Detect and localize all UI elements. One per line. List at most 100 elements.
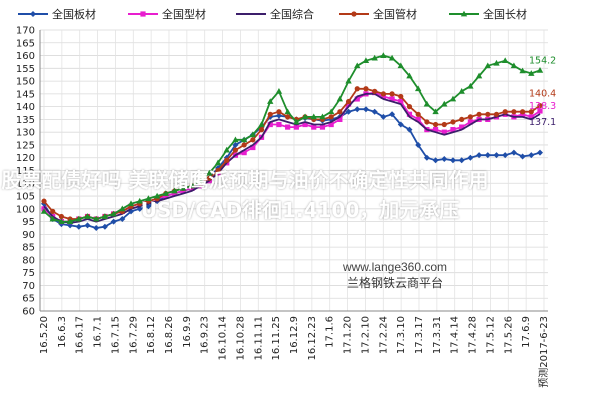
data-point — [319, 124, 326, 130]
data-point — [371, 54, 378, 61]
data-point — [224, 157, 230, 163]
x-tick-label: 17.5.26 — [503, 316, 514, 354]
data-point — [519, 109, 526, 115]
data-point — [449, 157, 456, 164]
x-tick-label: 16.5.20 — [39, 316, 50, 354]
data-point — [310, 113, 317, 120]
data-point — [493, 111, 500, 117]
data-point — [293, 124, 299, 130]
data-point — [484, 152, 491, 159]
headline-overlay: 股票配债好吗 美联储鹰派预期与油价不确定性共同作用 USD/CAD徘徊1.410… — [0, 165, 600, 225]
data-point — [475, 72, 483, 79]
data-point — [398, 93, 404, 100]
data-point — [232, 141, 239, 148]
y-tick-label: 165 — [16, 38, 35, 49]
data-point — [423, 154, 430, 161]
data-point — [476, 111, 482, 117]
data-point — [250, 137, 256, 143]
y-tick-label: 85 — [22, 243, 35, 254]
data-point — [84, 213, 91, 219]
data-point — [258, 127, 265, 133]
data-point — [302, 121, 308, 128]
data-point — [510, 62, 518, 69]
data-point — [389, 111, 396, 118]
data-point — [380, 91, 386, 97]
data-point — [467, 119, 473, 125]
y-tick-label: 130 — [16, 128, 35, 139]
legend-label: 全国综合 — [270, 7, 314, 21]
data-point — [119, 205, 126, 212]
x-tick-label: 17.3.10 — [396, 316, 407, 354]
y-tick-label: 170 — [16, 26, 35, 37]
x-tick-label: 17.1.20 — [343, 316, 354, 354]
data-point — [406, 72, 413, 79]
data-point — [476, 152, 483, 159]
data-point — [162, 190, 170, 196]
series-2 — [43, 93, 541, 224]
data-point — [380, 52, 387, 58]
data-point — [397, 121, 404, 128]
data-point — [328, 121, 334, 128]
x-tick-label: 17.5.12 — [485, 316, 496, 354]
data-point — [406, 104, 413, 110]
data-point — [258, 121, 265, 127]
data-point — [467, 82, 474, 89]
series-4 — [40, 52, 544, 224]
data-point — [267, 98, 274, 104]
data-point — [267, 121, 273, 128]
data-point — [371, 108, 378, 115]
y-tick-label: 125 — [16, 140, 35, 151]
data-point — [241, 142, 247, 148]
data-point — [467, 154, 474, 161]
data-point — [285, 124, 291, 130]
data-point — [41, 198, 47, 204]
watermark-url: www.lange360.com — [342, 260, 447, 274]
x-tick-label: 16.9.23 — [200, 316, 211, 354]
data-point — [93, 224, 100, 231]
headline-line-1: 股票配债好吗 美联储鹰派预期与油价不确定性共同作用 — [1, 168, 489, 192]
data-point — [485, 111, 491, 117]
x-tick-label: 17.4.28 — [468, 316, 479, 354]
y-tick-label: 120 — [16, 153, 35, 164]
data-point — [502, 109, 508, 115]
y-tick-label: 135 — [16, 115, 35, 126]
watermark-name: 兰格钢铁云商平台 — [347, 275, 443, 290]
data-point — [372, 88, 378, 94]
y-tick-label: 160 — [16, 51, 35, 62]
data-point — [206, 169, 213, 176]
data-point — [537, 103, 543, 109]
data-point — [450, 119, 456, 125]
legend-item: 全国长材 — [449, 7, 527, 21]
y-tick-label: 70 — [22, 281, 35, 292]
data-point — [528, 114, 534, 120]
data-point — [458, 157, 465, 164]
y-tick-label: 140 — [16, 102, 35, 113]
data-point — [328, 114, 334, 120]
data-point — [93, 215, 100, 222]
x-tick-label: 16.7.1 — [93, 316, 104, 348]
data-point — [406, 126, 413, 133]
data-point — [301, 113, 309, 120]
data-point — [119, 216, 126, 223]
data-point — [267, 111, 273, 117]
data-point — [351, 11, 357, 17]
data-point — [502, 152, 509, 159]
y-tick-label: 150 — [16, 77, 35, 88]
data-point — [127, 200, 135, 207]
data-point — [362, 106, 369, 113]
data-point — [362, 57, 370, 64]
x-tick-label: 17.4.14 — [450, 316, 461, 354]
y-tick-label: 110 — [16, 179, 35, 190]
data-point — [519, 153, 526, 160]
end-value-label: 137.1 — [529, 117, 556, 128]
x-tick-label: 16.6.3 — [57, 316, 68, 348]
data-point — [110, 218, 117, 225]
data-point — [449, 95, 457, 102]
data-point — [406, 111, 413, 117]
y-tick-label: 95 — [22, 217, 35, 228]
data-point — [424, 119, 430, 125]
data-point — [354, 106, 361, 113]
y-tick-label: 145 — [16, 89, 35, 100]
